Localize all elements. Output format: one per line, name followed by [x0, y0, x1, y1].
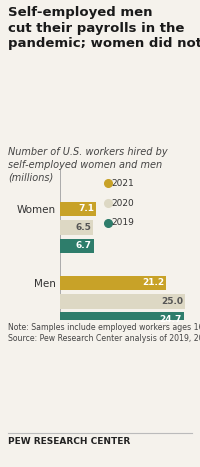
Text: 6.7: 6.7	[76, 241, 92, 250]
Bar	[60, 220, 92, 235]
Text: 25.0: 25.0	[162, 297, 184, 306]
Bar	[60, 239, 94, 253]
Text: PEW RESEARCH CENTER: PEW RESEARCH CENTER	[8, 437, 130, 446]
Text: 2021: 2021	[112, 178, 134, 188]
Text: 7.1: 7.1	[78, 205, 94, 213]
Text: Self-employed men
cut their payrolls in the
pandemic; women did not: Self-employed men cut their payrolls in …	[8, 6, 200, 50]
Text: Note: Samples include employed workers ages 16 and older, including those absent: Note: Samples include employed workers a…	[8, 323, 200, 343]
Bar	[60, 294, 185, 309]
Text: 24.7: 24.7	[160, 315, 182, 325]
Bar	[60, 202, 96, 216]
Text: 21.2: 21.2	[142, 278, 164, 287]
Bar	[60, 276, 166, 290]
Text: 6.5: 6.5	[75, 223, 91, 232]
Bar	[60, 312, 184, 327]
Text: 2019: 2019	[112, 219, 134, 227]
Text: Number of U.S. workers hired by
self-employed women and men
(millions): Number of U.S. workers hired by self-emp…	[8, 147, 168, 183]
Text: 2020: 2020	[112, 198, 134, 207]
